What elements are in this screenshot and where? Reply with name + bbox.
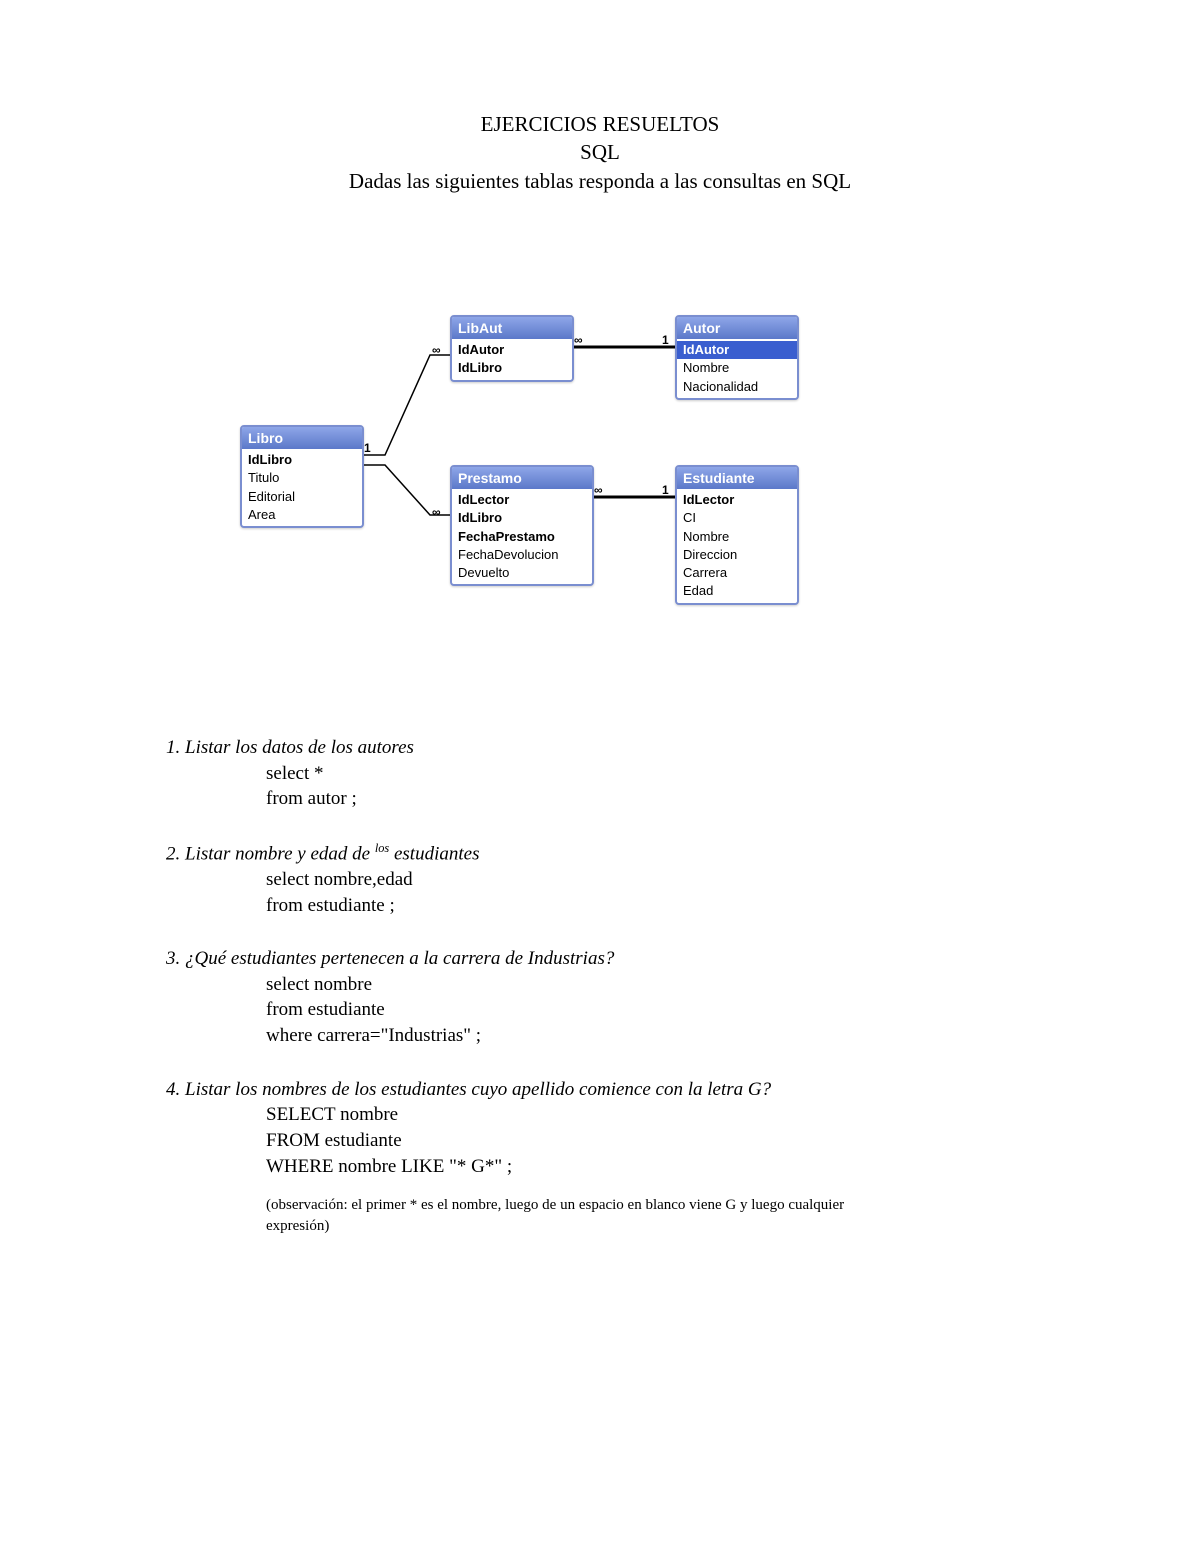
table-field: IdLector — [452, 491, 592, 509]
table-field: Devuelto — [452, 564, 592, 582]
exercise-observation: (observación: el primer * es el nombre, … — [266, 1195, 906, 1236]
code-line: from estudiante ; — [266, 893, 1040, 919]
table-field: FechaDevolucion — [452, 546, 592, 564]
code-line: select nombre,edad — [266, 867, 1040, 893]
exercise-code: select nombre,edadfrom estudiante ; — [266, 867, 1040, 918]
table-field: Titulo — [242, 469, 362, 487]
er-diagram: LibroIdLibroTituloEditorialAreaLibAutIdA… — [240, 315, 960, 675]
cardinality-label: 1 — [662, 333, 669, 347]
table-field: IdLibro — [452, 509, 592, 527]
table-autor: AutorIdAutorNombreNacionalidad — [675, 315, 799, 400]
code-line: FROM estudiante — [266, 1128, 1040, 1154]
header-line-2: SQL — [160, 138, 1040, 166]
table-body: IdAutorNombreNacionalidad — [677, 339, 797, 398]
cardinality-label: ∞ — [432, 505, 441, 519]
code-line: select * — [266, 761, 1040, 787]
table-title: Prestamo — [452, 467, 592, 489]
code-line: where carrera="Industrias" ; — [266, 1023, 1040, 1049]
table-field: FechaPrestamo — [452, 528, 592, 546]
table-field: Edad — [677, 582, 797, 600]
table-title: Autor — [677, 317, 797, 339]
code-line: select nombre — [266, 972, 1040, 998]
cardinality-label: ∞ — [432, 343, 441, 357]
table-body: IdLectorIdLibroFechaPrestamoFechaDevoluc… — [452, 489, 592, 584]
cardinality-label: ∞ — [574, 333, 583, 347]
exercise-code: SELECT nombreFROM estudianteWHERE nombre… — [266, 1102, 1040, 1179]
exercise-code: select nombrefrom estudiantewhere carrer… — [266, 972, 1040, 1049]
exercise-question: 4. Listar los nombres de los estudiantes… — [166, 1077, 1040, 1103]
table-body: IdAutorIdLibro — [452, 339, 572, 380]
table-field: Nacionalidad — [677, 378, 797, 396]
page: EJERCICIOS RESUELTOS SQL Dadas las sigui… — [0, 0, 1200, 1436]
cardinality-label: 1 — [662, 483, 669, 497]
code-line: SELECT nombre — [266, 1102, 1040, 1128]
table-field: Area — [242, 506, 362, 524]
table-field: Nombre — [677, 359, 797, 377]
table-libro: LibroIdLibroTituloEditorialArea — [240, 425, 364, 528]
table-prestamo: PrestamoIdLectorIdLibroFechaPrestamoFech… — [450, 465, 594, 586]
cardinality-label: ∞ — [594, 483, 603, 497]
table-libaut: LibAutIdAutorIdLibro — [450, 315, 574, 382]
exercise-question: 3. ¿Qué estudiantes pertenecen a la carr… — [166, 946, 1040, 972]
table-field: Editorial — [242, 488, 362, 506]
code-line: WHERE nombre LIKE "* G*" ; — [266, 1154, 1040, 1180]
table-field: IdLibro — [242, 451, 362, 469]
table-field: Carrera — [677, 564, 797, 582]
table-field: Nombre — [677, 528, 797, 546]
page-header: EJERCICIOS RESUELTOS SQL Dadas las sigui… — [160, 110, 1040, 195]
table-title: LibAut — [452, 317, 572, 339]
cardinality-label: 1 — [364, 441, 371, 455]
header-line-1: EJERCICIOS RESUELTOS — [160, 110, 1040, 138]
table-field: CI — [677, 509, 797, 527]
code-line: from estudiante — [266, 997, 1040, 1023]
table-estudiante: EstudianteIdLectorCINombreDireccionCarre… — [675, 465, 799, 605]
table-body: IdLibroTituloEditorialArea — [242, 449, 362, 526]
table-field: IdAutor — [452, 341, 572, 359]
table-title: Estudiante — [677, 467, 797, 489]
table-body: IdLectorCINombreDireccionCarreraEdad — [677, 489, 797, 603]
code-line: from autor ; — [266, 786, 1040, 812]
exercises-section: 1. Listar los datos de los autoresselect… — [166, 735, 1040, 1236]
table-title: Libro — [242, 427, 362, 449]
exercise-question: 2. Listar nombre y edad de los estudiant… — [166, 840, 1040, 867]
table-field: IdLector — [677, 491, 797, 509]
table-field: Direccion — [677, 546, 797, 564]
table-field: IdAutor — [677, 341, 797, 359]
table-field: IdLibro — [452, 359, 572, 377]
exercise-question: 1. Listar los datos de los autores — [166, 735, 1040, 761]
exercise-code: select *from autor ; — [266, 761, 1040, 812]
header-line-3: Dadas las siguientes tablas responda a l… — [160, 167, 1040, 195]
